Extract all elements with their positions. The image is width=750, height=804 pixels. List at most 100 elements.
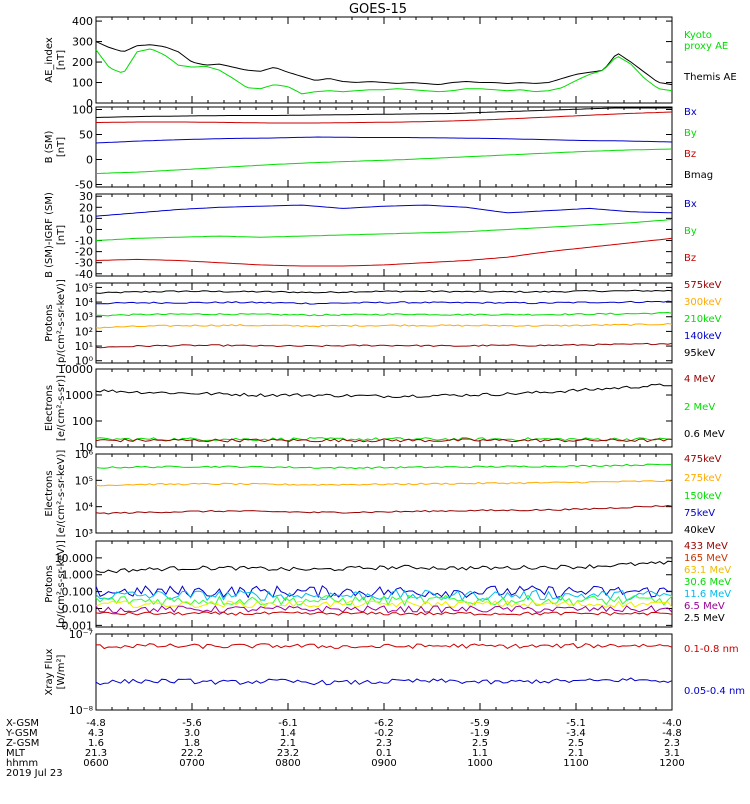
x-axis-value: -3.4 [566,728,586,739]
panel-7-frame [95,540,673,628]
x-axis-value: 1.4 [280,728,296,739]
series-kyoto-proxy-ae [95,48,673,95]
panel-5-ylabel: [e/(cm²-s-sr)] [56,375,67,441]
panel-3-ylabel: B (SM)-IGRF (SM) [44,192,55,278]
x-axis-value: -5.9 [470,718,490,729]
y-tick-label: -30 [75,257,93,270]
legend-label: 210keV [684,314,722,325]
series-by [95,219,673,241]
series-by [95,148,673,174]
x-axis-value: 2.3 [664,738,680,749]
x-axis-value: -1.9 [470,728,490,739]
series-575kev [95,289,673,294]
panel-1-ylabel: AE_index [44,37,55,83]
series-30-6-mev [95,594,673,607]
series-0-1-0-8-nm [95,643,673,650]
x-axis-value: 0700 [179,758,204,769]
legend-label: 300keV [684,297,722,308]
x-axis-row-label: hhmm [6,758,38,769]
y-tick-label: -40 [75,268,93,281]
legend-label: Themis AE [683,72,737,83]
x-axis-value: 0.1 [376,748,392,759]
y-tick-label: -10 [75,235,93,248]
y-tick-label: -50 [75,179,93,192]
x-axis-value: 1.8 [184,738,200,749]
y-tick-label: 0 [86,154,93,167]
x-axis-value: 2.1 [280,738,296,749]
x-axis-value: 21.3 [85,748,107,759]
legend-label: By [684,128,697,139]
legend-label: 6.5 MeV [684,601,725,612]
x-axis-value: 4.3 [88,728,104,739]
panel-6-ylabel: [e/(cm²-s-sr-keV)] [56,450,67,538]
legend-label: 0.6 MeV [684,429,725,440]
series-140kev [95,322,673,329]
x-axis-value: -4.8 [662,728,682,739]
x-axis-value: 23.2 [277,748,299,759]
y-tick-label: 100 [72,77,93,90]
x-axis-value: 2.5 [472,738,488,749]
panel-3-ylabel: [nT] [56,225,67,245]
x-axis-value: 2.3 [376,738,392,749]
x-axis-value: 1.6 [88,738,104,749]
y-tick-label: 10⁻⁷ [69,628,93,641]
panel-5-frame [95,368,673,448]
y-tick-label: 10⁴ [75,501,94,514]
series-475kev [95,463,672,470]
series-2-5-mev [95,560,673,574]
series-300kev [95,300,673,305]
series-210kev [95,311,673,317]
series-bz [95,237,673,267]
x-axis-value: 22.2 [181,748,203,759]
legend-label: 0.05-0.4 nm [684,686,745,697]
legend-label: 30.6 MeV [684,577,731,588]
panel-1-ylabel: [nT] [56,50,67,70]
x-axis-row-label: Z-GSM [6,738,39,749]
x-axis-value: -5.1 [566,718,586,729]
y-tick-label: 10² [75,325,93,338]
legend-label: 275keV [684,473,722,484]
y-tick-label: 100 [72,104,93,117]
panel-4-ylabel: [p/(cm²-s-sr-keV)] [56,279,67,367]
legend-label: Bx [684,199,697,210]
y-tick-label: 1.000 [62,569,94,582]
series-4-mev [95,438,673,443]
y-tick-label: 10000 [58,363,93,376]
x-axis-value: -4.0 [662,718,682,729]
y-tick-label: 10³ [75,311,93,324]
series-0-6-mev [95,383,672,399]
y-tick-label: 20 [79,201,93,214]
legend-label: 165 MeV [684,553,728,564]
legend-label: 0.1-0.8 nm [684,644,739,655]
series-6-5-mev [95,585,673,599]
legend-label: 150keV [684,491,722,502]
legend-label: 575keV [684,280,722,291]
legend-label: 475keV [684,454,722,465]
y-tick-label: 10⁶ [75,448,94,461]
y-tick-label: 0 [86,97,93,110]
y-tick-label: 10¹ [75,340,93,353]
series-bx [95,136,673,144]
legend-label: 11.6 MeV [684,589,731,600]
x-axis-value: 0900 [371,758,396,769]
y-tick-label: 10 [79,441,93,454]
y-tick-label: 1000 [65,389,93,402]
x-axis-value: 3.0 [184,728,200,739]
series-themis-ae [95,41,673,86]
series-0-05-0-4-nm [95,677,673,686]
legend-label: Bz [684,253,696,264]
y-tick-label: 400 [72,15,93,28]
x-axis-row-label: MLT [6,748,26,759]
series-bx [95,204,673,217]
x-axis-value: 1100 [563,758,588,769]
panel-6-ylabel: Electrons [44,470,55,516]
legend-label: By [684,226,697,237]
y-tick-label: 10⁰ [75,355,94,368]
y-tick-label: 10⁵ [75,474,93,487]
y-tick-label: 50 [79,129,93,142]
x-axis-value: 1.1 [472,748,488,759]
legend-label: Bx [684,107,697,118]
x-axis-row-label: Y-GSM [5,728,38,739]
y-tick-label: 200 [72,56,93,69]
